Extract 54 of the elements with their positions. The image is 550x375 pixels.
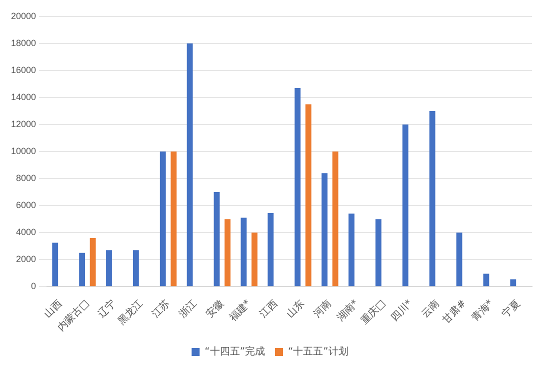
x-tick-label: 青海* bbox=[469, 297, 496, 324]
legend-label: “十四五”完成 bbox=[204, 346, 266, 358]
x-tick-label: 河南 bbox=[311, 297, 334, 320]
x-tick-label: 重庆□ bbox=[358, 297, 388, 327]
x-tick-label: 安徽 bbox=[203, 297, 226, 320]
y-tick-label: 10000 bbox=[10, 146, 36, 156]
bar bbox=[510, 279, 516, 286]
y-tick-label: 18000 bbox=[10, 38, 36, 48]
y-tick-label: 0 bbox=[31, 281, 36, 292]
bar bbox=[305, 104, 312, 286]
bar bbox=[90, 238, 96, 286]
x-tick-label: 湖南* bbox=[334, 297, 361, 324]
x-tick-label: 甘肃# bbox=[440, 297, 469, 326]
bar bbox=[483, 274, 490, 286]
bar bbox=[214, 192, 220, 286]
bar bbox=[322, 173, 328, 286]
y-tick-label: 2000 bbox=[16, 254, 36, 264]
bar bbox=[240, 218, 247, 286]
x-tick-label: 黑龙江 bbox=[116, 297, 146, 328]
bar bbox=[252, 232, 258, 286]
bar bbox=[79, 252, 86, 286]
y-tick-label: 4000 bbox=[16, 227, 36, 238]
x-tick-label: 浙江 bbox=[176, 297, 200, 320]
bar bbox=[375, 219, 382, 286]
x-tick-label: 福建* bbox=[226, 297, 254, 324]
bar bbox=[268, 212, 274, 286]
bar bbox=[106, 250, 112, 286]
bar bbox=[294, 88, 301, 286]
x-tick-label: 云南 bbox=[419, 297, 442, 320]
y-tick-label: 8000 bbox=[16, 173, 36, 184]
bar bbox=[429, 110, 436, 286]
bar bbox=[456, 232, 462, 286]
bar bbox=[170, 152, 177, 286]
bar bbox=[160, 152, 166, 286]
y-tick-label: 20000 bbox=[10, 10, 36, 21]
y-tick-label: 6000 bbox=[16, 200, 36, 210]
x-tick-label: 江苏 bbox=[150, 297, 172, 320]
y-tick-label: 14000 bbox=[10, 92, 36, 102]
x-tick-label: 辽宁 bbox=[96, 297, 118, 320]
x-tick-label: 山西 bbox=[42, 297, 64, 320]
bar bbox=[186, 43, 193, 286]
bar bbox=[52, 242, 58, 286]
x-tick-label: 四川* bbox=[388, 297, 415, 324]
y-tick-label: 12000 bbox=[10, 118, 36, 129]
bar bbox=[402, 124, 408, 286]
y-tick-label: 16000 bbox=[10, 64, 36, 75]
bar bbox=[224, 219, 231, 286]
legend-label: “十五五”计划 bbox=[288, 346, 348, 358]
bar bbox=[348, 214, 354, 286]
x-tick-label: 山东 bbox=[284, 297, 307, 320]
bar bbox=[332, 152, 338, 286]
x-tick-label: 江西 bbox=[257, 297, 280, 320]
x-tick-label: 宁夏 bbox=[500, 297, 522, 320]
bar bbox=[132, 250, 139, 286]
